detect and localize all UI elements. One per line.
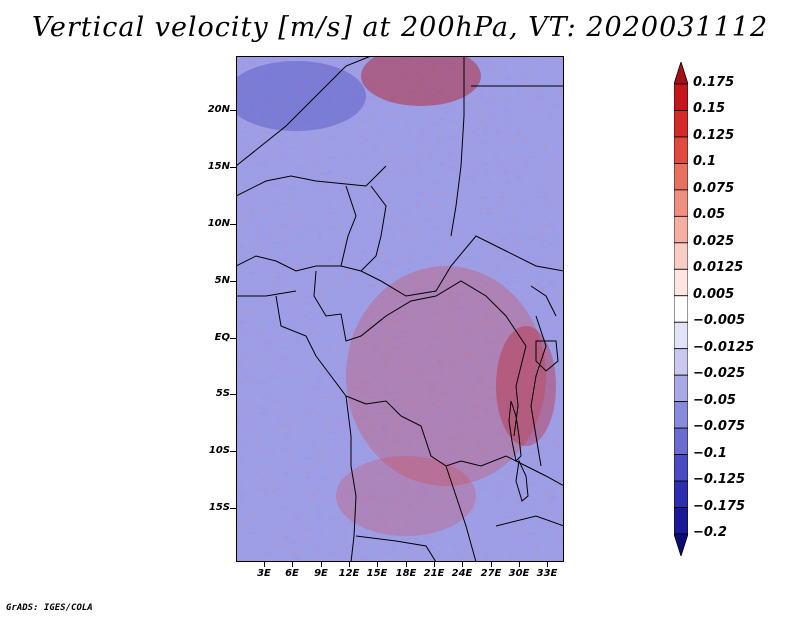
lon-label-3e: 3E bbox=[257, 568, 271, 579]
colorbar-tick-label: 0.025 bbox=[693, 233, 735, 249]
lon-tick bbox=[519, 562, 520, 567]
colorbar-tick-label: −0.125 bbox=[693, 472, 746, 488]
colorbar-tick-label: −0.005 bbox=[693, 313, 746, 329]
lat-tick bbox=[230, 508, 236, 509]
lon-label-30e: 30E bbox=[508, 568, 530, 579]
lon-tick bbox=[349, 562, 350, 567]
lat-label-10n: 10N bbox=[207, 218, 230, 229]
lat-tick bbox=[230, 394, 236, 395]
lon-label-6e: 6E bbox=[285, 568, 299, 579]
lon-tick bbox=[377, 562, 378, 567]
colorbar-tick-label: 0.05 bbox=[693, 207, 726, 223]
colorbar-swatch bbox=[674, 136, 688, 164]
lat-tick bbox=[230, 451, 236, 452]
descending-north-west bbox=[226, 61, 366, 131]
colorbar-tick-label: 0.175 bbox=[693, 75, 735, 90]
colorbar-swatch bbox=[674, 163, 688, 191]
convective-region bbox=[346, 266, 546, 486]
vertical-velocity-map bbox=[226, 46, 565, 563]
subsidence-north bbox=[361, 46, 481, 106]
lat-label-5s: 5S bbox=[215, 388, 230, 399]
lat-label-10s: 10S bbox=[208, 445, 230, 456]
colorbar-tick-label: −0.05 bbox=[693, 392, 736, 408]
colorbar-tick-label: 0.075 bbox=[693, 180, 735, 196]
colorbar-tick-label: −0.1 bbox=[693, 445, 727, 461]
colorbar-swatch bbox=[674, 427, 688, 455]
lat-tick bbox=[230, 167, 236, 168]
lakes bbox=[508, 340, 559, 502]
colorbar-tick-label: −0.175 bbox=[693, 498, 746, 514]
colorbar-tick-label: 0.125 bbox=[693, 127, 735, 143]
lon-label-33e: 33E bbox=[536, 568, 558, 579]
east-rift-region bbox=[496, 326, 556, 446]
colorbar-swatch bbox=[674, 480, 688, 508]
lat-tick bbox=[230, 281, 236, 282]
lon-label-9e: 9E bbox=[314, 568, 328, 579]
colorbar-swatch bbox=[674, 295, 688, 323]
colorbar-tick-label: −0.075 bbox=[693, 419, 746, 435]
grads-credit: GrADS: IGES/COLA bbox=[6, 603, 93, 613]
colorbar-tick-label: −0.025 bbox=[693, 366, 746, 382]
lat-label-15n: 15N bbox=[207, 161, 230, 172]
colorbar-swatch bbox=[674, 268, 688, 297]
colorbar-swatch bbox=[674, 215, 688, 244]
colorbar-swatch bbox=[674, 374, 688, 403]
country-borders bbox=[235, 55, 565, 563]
lon-label-15e: 15E bbox=[366, 568, 388, 579]
lon-tick bbox=[462, 562, 463, 567]
chart-title: Vertical velocity [m/s] at 200hPa, VT: 2… bbox=[31, 12, 769, 43]
colorbar-tick-label: 0.1 bbox=[693, 154, 717, 170]
lon-label-24e: 24E bbox=[451, 568, 473, 579]
lat-tick bbox=[230, 224, 236, 225]
colorbar-swatch bbox=[674, 189, 688, 217]
lon-tick bbox=[292, 562, 293, 567]
colorbar-tick-label: −0.2 bbox=[693, 525, 727, 540]
map-panel bbox=[226, 46, 565, 563]
colorbar-swatch bbox=[674, 83, 688, 111]
colorbar-tick-label: −0.0125 bbox=[693, 339, 755, 355]
colorbar-swatch bbox=[674, 321, 688, 350]
colorbar-min-triangle bbox=[674, 533, 688, 556]
colorbar-max-triangle bbox=[674, 62, 688, 85]
lon-label-12e: 12E bbox=[338, 568, 360, 579]
lat-label-15s: 15S bbox=[208, 502, 230, 513]
lon-tick bbox=[321, 562, 322, 567]
colorbar-swatch bbox=[674, 507, 688, 535]
lon-tick bbox=[434, 562, 435, 567]
lon-tick bbox=[547, 562, 548, 567]
lon-tick bbox=[491, 562, 492, 567]
lat-label-20n: 20N bbox=[207, 104, 230, 115]
lon-tick bbox=[264, 562, 265, 567]
colorbar-tick-label: 0.0125 bbox=[693, 260, 744, 276]
colorbar-tick-label: 0.15 bbox=[693, 101, 726, 117]
colorbar-swatch bbox=[674, 242, 688, 270]
lat-tick bbox=[230, 338, 236, 339]
colorbar-tick-label: 0.005 bbox=[693, 286, 735, 302]
lon-label-27e: 27E bbox=[480, 568, 502, 579]
lat-label-eq: EQ bbox=[214, 332, 230, 343]
colorbar bbox=[674, 62, 688, 556]
lon-label-18e: 18E bbox=[395, 568, 417, 579]
colorbar-swatch bbox=[674, 348, 688, 376]
lat-label-5n: 5N bbox=[214, 275, 230, 286]
lon-tick bbox=[406, 562, 407, 567]
positive-velocity-texture bbox=[236, 56, 564, 562]
lon-label-21e: 21E bbox=[423, 568, 445, 579]
convective-region-south bbox=[336, 456, 476, 536]
colorbar-swatch bbox=[674, 454, 688, 482]
lat-tick bbox=[230, 110, 236, 111]
colorbar-swatch bbox=[674, 401, 688, 429]
map-frame bbox=[236, 56, 564, 562]
colorbar-swatch bbox=[674, 110, 688, 138]
